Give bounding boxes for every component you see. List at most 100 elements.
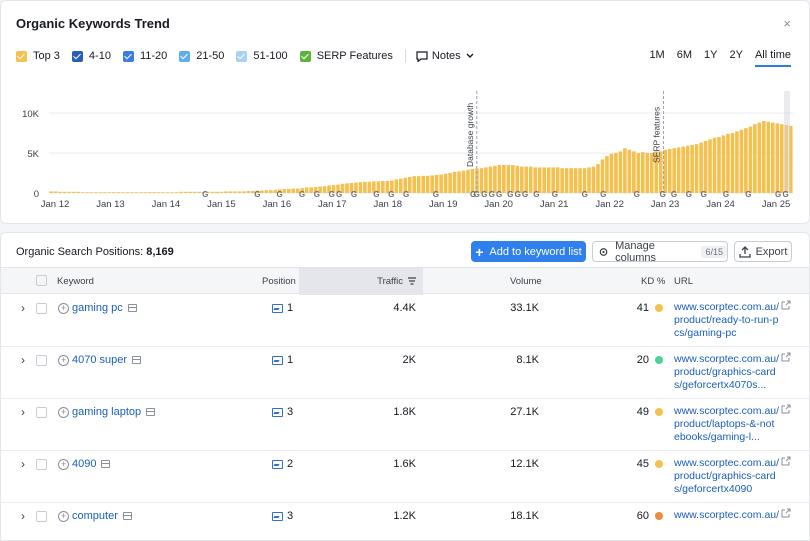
add-keyword-icon[interactable]: + xyxy=(58,407,69,418)
expand-chevron-icon[interactable]: › xyxy=(21,405,25,419)
bar xyxy=(161,192,166,193)
add-keyword-icon[interactable]: + xyxy=(58,511,69,522)
legend-item-21-50[interactable]: 21-50 xyxy=(179,50,224,62)
keyword-link[interactable]: gaming laptop xyxy=(72,406,156,418)
external-link-icon[interactable] xyxy=(781,508,791,518)
expand-chevron-icon[interactable]: › xyxy=(21,457,25,471)
add-to-keyword-list-button[interactable]: + Add to keyword list xyxy=(471,241,586,262)
legend-item-top3[interactable]: Top 3 xyxy=(16,50,60,62)
serp-g-marker-icon: G xyxy=(782,190,788,199)
x-tick-label: Jan 23 xyxy=(651,199,680,210)
serp-snapshot-icon[interactable] xyxy=(122,512,132,521)
serp-snapshot-icon[interactable] xyxy=(101,460,111,469)
x-tick-label: Jan 22 xyxy=(595,199,624,210)
checkbox-icon xyxy=(122,50,134,62)
serp-snapshot-icon[interactable] xyxy=(127,304,137,313)
keyword-link[interactable]: 4090 xyxy=(72,458,111,470)
serp-g-marker-icon: G xyxy=(671,190,677,199)
url-link[interactable]: www.scorptec.com.au/product/laptops-&-no… xyxy=(674,405,780,443)
y-tick-label: 10K xyxy=(22,109,40,120)
row-checkbox[interactable] xyxy=(36,407,47,418)
row-checkbox[interactable] xyxy=(36,303,47,314)
bar xyxy=(269,190,273,193)
kd-indicator-dot xyxy=(655,356,663,364)
notes-dropdown[interactable]: Notes xyxy=(416,50,479,62)
bar xyxy=(107,192,112,193)
legend-item-serp-features[interactable]: SERP Features xyxy=(299,50,393,62)
range-all-time[interactable]: All time xyxy=(754,49,791,67)
select-all-checkbox[interactable] xyxy=(36,275,47,286)
bar xyxy=(649,153,654,193)
col-position[interactable]: Position xyxy=(262,276,296,287)
serp-feature-image-icon xyxy=(272,460,283,469)
expand-chevron-icon[interactable]: › xyxy=(21,301,25,315)
bar xyxy=(636,153,641,193)
col-url[interactable]: URL xyxy=(674,276,694,287)
export-button[interactable]: Export xyxy=(734,241,792,262)
external-link-icon[interactable] xyxy=(781,352,791,362)
export-button-label: Export xyxy=(755,245,788,258)
serp-g-marker-icon: G xyxy=(314,190,320,199)
row-checkbox[interactable] xyxy=(36,459,47,470)
url-link[interactable]: www.scorptec.com.au/product/graphics-car… xyxy=(674,457,780,495)
bar xyxy=(318,186,322,193)
col-traffic-header[interactable]: Traffic xyxy=(299,268,423,295)
table-row: › + gaming laptop 3 1.8K 27.1K 49 www.scorptec.… xyxy=(1,399,809,451)
add-keyword-icon[interactable]: + xyxy=(58,459,69,470)
expand-chevron-icon[interactable]: › xyxy=(21,509,25,523)
bar xyxy=(766,121,771,193)
add-keyword-icon[interactable]: + xyxy=(58,355,69,366)
legend-item-4-10[interactable]: 4-10 xyxy=(71,50,111,62)
legend-label: SERP Features xyxy=(316,50,393,62)
bar xyxy=(717,137,721,193)
x-tick-label: Jan 16 xyxy=(263,199,292,210)
bar xyxy=(654,151,659,193)
serp-g-marker-icon: G xyxy=(745,190,751,199)
bar xyxy=(564,168,569,193)
manage-columns-button[interactable]: Manage columns 6/15 xyxy=(592,239,728,264)
serp-g-marker-icon: G xyxy=(701,190,707,199)
keyword-link[interactable]: gaming pc xyxy=(72,302,137,314)
keyword-text: 4070 super xyxy=(72,354,128,366)
external-link-icon[interactable] xyxy=(781,300,791,310)
bar xyxy=(699,142,703,193)
row-checkbox[interactable] xyxy=(36,355,47,366)
keyword-link[interactable]: 4070 super xyxy=(72,354,142,366)
external-link-icon[interactable] xyxy=(781,404,791,414)
serp-snapshot-icon[interactable] xyxy=(146,408,156,417)
manage-button-label: Manage columns xyxy=(615,239,657,264)
keyword-link[interactable]: computer xyxy=(72,510,132,522)
url-link[interactable]: www.scorptec.com.au/product/graphics-car… xyxy=(674,353,780,391)
col-volume[interactable]: Volume xyxy=(510,276,542,287)
bar xyxy=(488,166,493,193)
range-1m[interactable]: 1M xyxy=(649,49,665,61)
expand-chevron-icon[interactable]: › xyxy=(21,353,25,367)
bar xyxy=(703,141,708,193)
bar xyxy=(62,191,67,193)
url-link[interactable]: www.scorptec.com.au/product/ready-to-run… xyxy=(674,301,780,339)
url-link[interactable]: www.scorptec.com.au/ xyxy=(674,509,780,521)
row-checkbox[interactable] xyxy=(36,511,47,522)
bar xyxy=(775,123,780,193)
bar xyxy=(546,167,551,193)
bar xyxy=(201,191,206,193)
add-button-label: Add to keyword list xyxy=(489,245,582,258)
range-2y[interactable]: 2Y xyxy=(729,49,743,61)
range-6m[interactable]: 6M xyxy=(676,49,692,61)
add-keyword-icon[interactable]: + xyxy=(58,303,69,314)
bar xyxy=(80,192,85,193)
positions-card: Organic Search Positions: 8,169 + Add to … xyxy=(0,232,810,541)
legend: Top 3 4-10 11-20 21-50 51-100 SERP Featu… xyxy=(16,49,479,63)
date-range-tabs: 1M 6M 1Y 2Y All time xyxy=(637,49,791,67)
legend-item-51-100[interactable]: 51-100 xyxy=(236,50,288,62)
legend-item-11-20[interactable]: 11-20 xyxy=(122,50,167,62)
close-icon[interactable]: × xyxy=(783,16,791,31)
external-link-icon[interactable] xyxy=(781,456,791,466)
serp-snapshot-icon[interactable] xyxy=(132,356,142,365)
col-keyword[interactable]: Keyword xyxy=(57,276,94,287)
col-kd[interactable]: KD % xyxy=(641,276,666,287)
serp-g-marker-icon: G xyxy=(329,190,335,199)
range-1y[interactable]: 1Y xyxy=(704,49,718,61)
position-value: 1 xyxy=(287,354,294,366)
bar xyxy=(779,124,784,193)
